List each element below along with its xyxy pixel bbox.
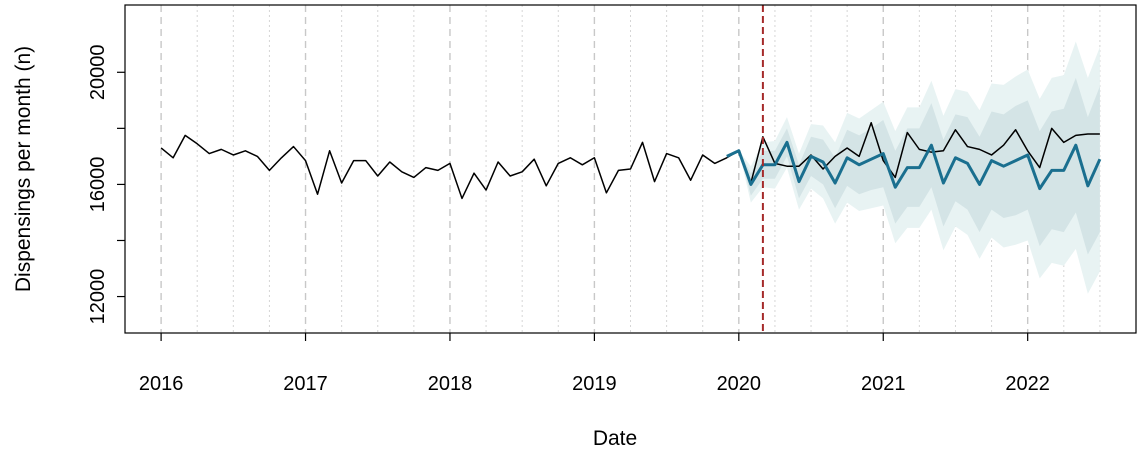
axes: 2016 2017 2018 2019 2020 2021 2022 12000 16000 20… <box>87 44 1050 395</box>
x-tick-label: 2016 <box>139 373 184 395</box>
observed-series-line <box>160 121 1100 200</box>
y-axis-title: Dispensings per month (n) <box>12 46 35 292</box>
series-lines <box>160 121 1102 200</box>
plot-frame <box>124 4 1137 334</box>
y-tick-label: 12000 <box>87 269 109 325</box>
x-tick-label: 2022 <box>1005 373 1050 395</box>
y-tick-label: 20000 <box>87 44 109 100</box>
x-tick-label: 2017 <box>283 373 328 395</box>
x-tick-label: 2018 <box>428 373 473 395</box>
x-tick-label: 2019 <box>572 373 617 395</box>
y-tick-label: 16000 <box>87 157 109 213</box>
x-tick-label: 2020 <box>717 373 762 395</box>
x-axis-title: Date <box>593 427 637 450</box>
x-tick-label: 2021 <box>861 373 906 395</box>
grid-lines <box>160 5 1137 333</box>
forecast-series-line <box>726 140 1102 191</box>
